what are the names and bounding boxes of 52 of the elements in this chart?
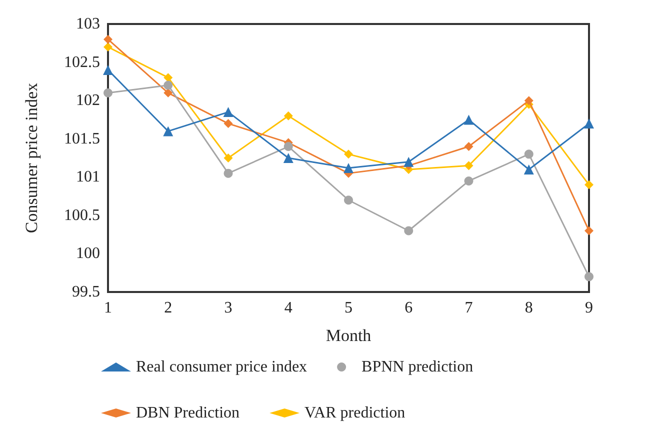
point — [404, 226, 414, 236]
point — [103, 64, 113, 75]
point — [584, 226, 594, 236]
y-tick-label: 102 — [76, 92, 100, 110]
point — [584, 118, 594, 129]
y-tick-label: 100.5 — [64, 206, 100, 224]
point — [104, 88, 112, 98]
legend-label: Real consumer price index — [136, 358, 308, 376]
point — [464, 142, 474, 152]
x-tick-label: 2 — [164, 300, 172, 316]
x-tick-label: 1 — [104, 300, 112, 316]
x-tick-label: 9 — [585, 300, 593, 316]
x-tick-label: 5 — [344, 300, 352, 316]
point — [464, 114, 474, 125]
point — [344, 196, 353, 205]
point — [344, 150, 353, 159]
x-tick-label: 4 — [284, 300, 292, 316]
point — [524, 164, 534, 174]
point — [224, 119, 233, 128]
point — [104, 34, 112, 44]
point — [104, 42, 112, 52]
point — [223, 107, 234, 118]
x-tick-label: 6 — [404, 300, 413, 316]
point — [284, 111, 293, 120]
y-tick-label: 103 — [76, 16, 100, 32]
x-tick-label: 3 — [224, 300, 232, 316]
point — [224, 168, 233, 178]
y-tick-label: 99.5 — [72, 284, 100, 300]
x-tick-label: 7 — [464, 300, 473, 316]
x-tick-label: 8 — [524, 300, 533, 316]
y-tick-label: 101 — [76, 168, 100, 186]
y-tick-label: 100 — [76, 245, 100, 262]
legend-label: DBN Prediction — [136, 404, 240, 422]
point — [524, 96, 534, 106]
y-axis-title: Consumer price index — [22, 82, 41, 234]
point — [584, 272, 594, 282]
legend-label: VAR prediction — [304, 404, 406, 422]
point — [163, 126, 174, 136]
point — [524, 150, 534, 159]
point — [224, 154, 233, 162]
point — [344, 162, 354, 173]
point — [164, 80, 173, 90]
y-tick-label: 102.5 — [64, 54, 100, 71]
point — [464, 176, 474, 186]
x-axis-title: Month — [326, 326, 372, 345]
point — [404, 156, 414, 167]
legend-label: BPNN prediction — [362, 358, 474, 376]
point — [464, 161, 474, 170]
point — [283, 153, 294, 163]
y-tick-label: 101.5 — [64, 130, 100, 148]
point — [284, 142, 293, 152]
point — [584, 180, 594, 190]
